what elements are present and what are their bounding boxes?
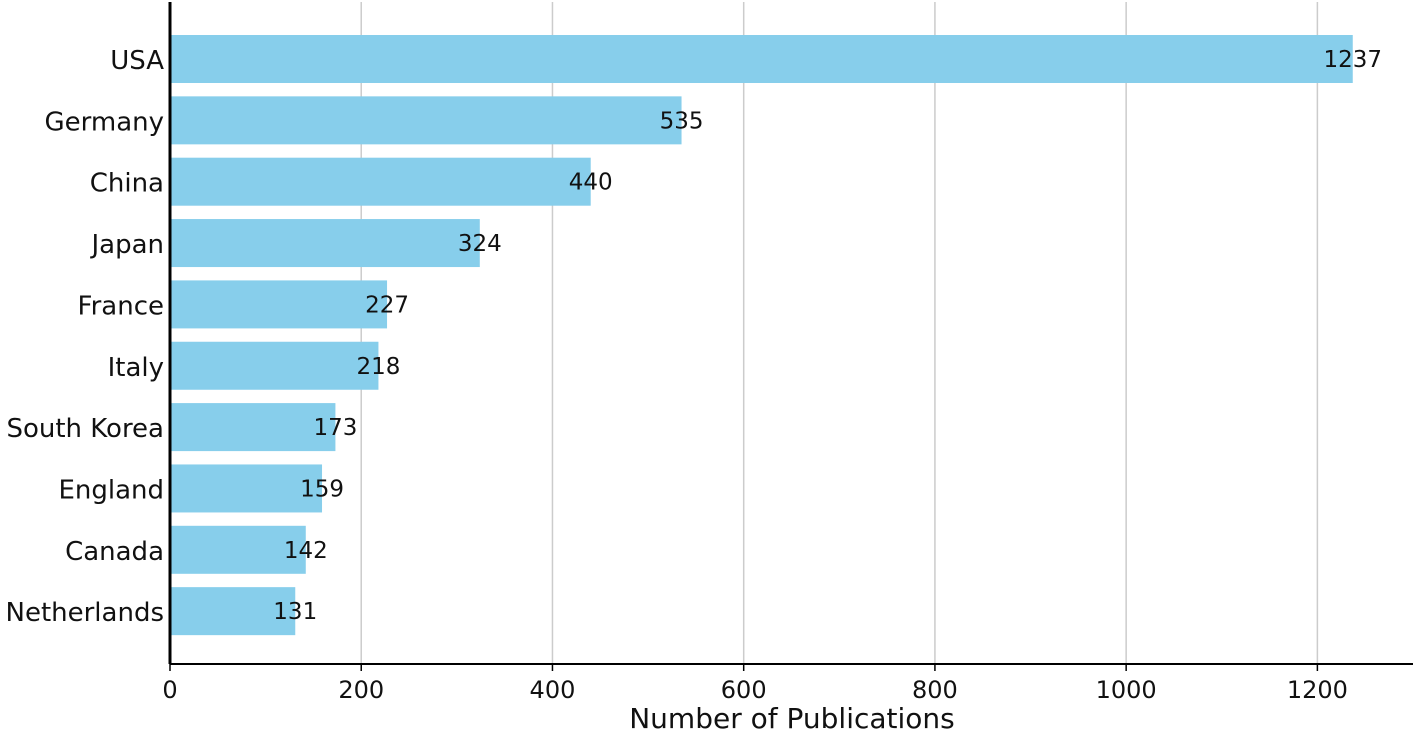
- x-tick-label: 400: [530, 676, 576, 704]
- bar: [170, 35, 1353, 83]
- value-label: 142: [284, 538, 328, 564]
- category-labels: USA Germany China Japan France Italy South Kor…: [6, 46, 165, 628]
- bar: [170, 96, 682, 145]
- bar: [170, 464, 323, 513]
- category-label: Netherlands: [6, 598, 165, 628]
- bar: [170, 525, 306, 574]
- value-label: 173: [313, 415, 357, 441]
- x-tick-label: 0: [162, 676, 177, 704]
- x-tick-label: 1000: [1096, 676, 1157, 704]
- value-label: 159: [300, 476, 344, 502]
- category-label: Japan: [89, 230, 164, 260]
- bar: [170, 587, 296, 636]
- value-label: 440: [569, 170, 613, 196]
- value-label: 1237: [1323, 47, 1382, 73]
- x-tick-label: 800: [912, 676, 958, 704]
- value-labels: 1237 535 440 324 227 218 173 159 142 131: [273, 47, 1382, 625]
- x-tick-label: 600: [721, 676, 767, 704]
- bar: [170, 219, 480, 268]
- bar: [170, 403, 336, 452]
- x-tick-labels: 0 200 400 600 800 1000 1200: [162, 676, 1348, 704]
- value-label: 218: [356, 354, 400, 380]
- category-label: Germany: [44, 107, 164, 137]
- axes: [168, 2, 1413, 671]
- category-label: China: [90, 169, 164, 199]
- value-label: 131: [273, 599, 317, 625]
- bar: [170, 341, 379, 390]
- category-label: France: [78, 291, 164, 321]
- category-label: Canada: [65, 537, 164, 567]
- x-tick-label: 200: [338, 676, 384, 704]
- value-label: 324: [458, 231, 502, 257]
- bar: [170, 157, 591, 206]
- category-label: England: [58, 475, 164, 505]
- category-label: Italy: [108, 353, 164, 383]
- bars: [170, 35, 1353, 636]
- value-label: 535: [660, 108, 704, 134]
- bar: [170, 280, 388, 329]
- x-axis-title: Number of Publications: [629, 702, 955, 734]
- value-label: 227: [365, 292, 409, 318]
- category-label: South Korea: [6, 414, 164, 444]
- category-label: USA: [110, 46, 164, 76]
- x-tick-label: 1200: [1287, 676, 1348, 704]
